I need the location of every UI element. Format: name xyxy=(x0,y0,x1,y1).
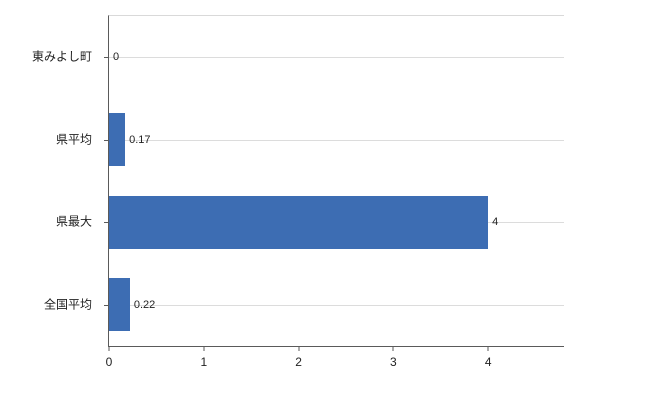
x-axis-tick-label-1: 1 xyxy=(200,355,208,369)
y-axis-tick xyxy=(104,222,109,224)
category-label-0: 東みよし町 xyxy=(31,49,92,64)
bar-3 xyxy=(109,278,130,332)
bar-value-label-0: 0 xyxy=(113,51,120,64)
x-axis-tick xyxy=(203,346,205,351)
bar-1 xyxy=(109,113,126,167)
x-axis-tick xyxy=(392,346,394,351)
y-axis-tick xyxy=(104,139,109,141)
grid-line xyxy=(109,57,564,59)
bar-value-label-3: 0.22 xyxy=(133,298,156,311)
x-axis-tick-label-0: 0 xyxy=(105,355,113,369)
category-label-2: 県最大 xyxy=(55,214,92,229)
bar-2 xyxy=(109,195,489,249)
y-axis-tick xyxy=(104,304,109,306)
x-axis-tick xyxy=(108,346,110,351)
category-label-1: 県平均 xyxy=(55,132,92,147)
y-axis-tick xyxy=(104,57,109,59)
x-axis-tick xyxy=(298,346,300,351)
grid-line xyxy=(109,139,564,141)
plot-area: 0 0.17 4 0.22 0 1 2 3 4 xyxy=(104,15,564,369)
x-axis-tick xyxy=(487,346,489,351)
y-axis-category-labels: 東みよし町県平均県最大全国平均 xyxy=(0,15,100,345)
category-label-3: 全国平均 xyxy=(43,297,92,312)
bar-value-label-1: 0.17 xyxy=(129,133,151,146)
bar-value-label-2: 4 xyxy=(492,216,499,229)
x-axis-tick-label-4: 4 xyxy=(484,355,492,369)
x-axis-tick-label-2: 2 xyxy=(295,355,302,369)
x-axis-tick-label-3: 3 xyxy=(390,355,397,369)
grid-line xyxy=(109,304,564,306)
